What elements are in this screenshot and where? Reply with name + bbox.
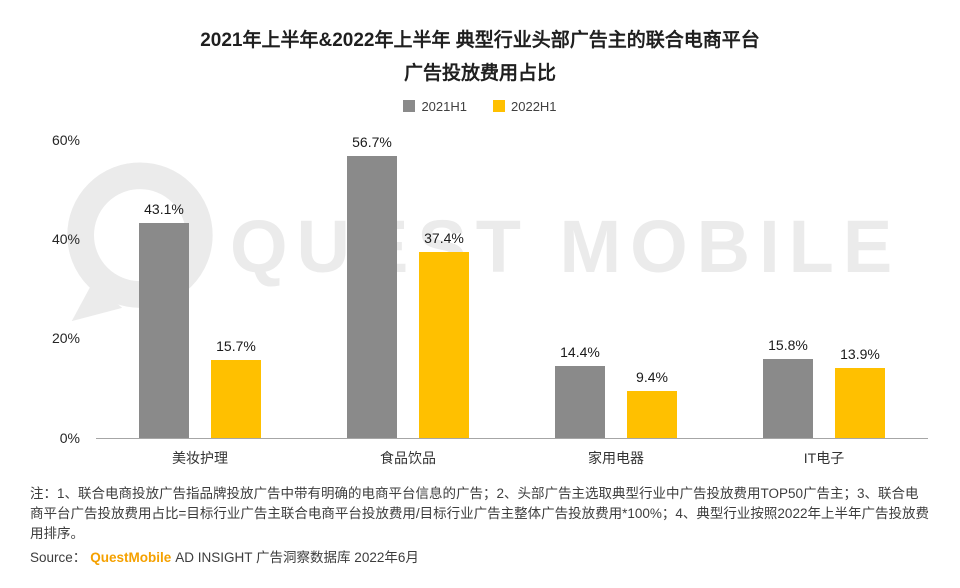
legend: 2021H1 2022H1: [0, 99, 960, 114]
bar-group: 15.8% 13.9%: [720, 140, 928, 438]
bar-group: 56.7% 37.4%: [304, 134, 512, 438]
y-tick-label: 0%: [59, 429, 80, 446]
bar-value-label: 14.4%: [560, 343, 600, 360]
bar-value-label: 43.1%: [144, 201, 184, 218]
bar-2021H1: 14.4%: [555, 344, 605, 438]
y-tick-label: 40%: [51, 230, 80, 247]
bar-2021H1: 15.8%: [763, 337, 813, 438]
legend-label: 2022H1: [511, 98, 557, 114]
y-tick-label: 20%: [51, 330, 80, 347]
chart-title-line-2: 广告投放费用占比: [403, 63, 556, 85]
bar-value-label: 13.9%: [840, 346, 880, 363]
bar-value-label: 37.4%: [424, 229, 464, 246]
legend-item: 2021H1: [403, 99, 467, 114]
bar-value-label: 9.4%: [636, 368, 668, 385]
bar-2022H1: 37.4%: [419, 230, 469, 438]
source-brand: QuestMobile: [90, 550, 172, 566]
source-suffix: AD INSIGHT 广告洞察数据库 2022年6月: [175, 550, 419, 566]
y-tick-label: 60%: [51, 131, 80, 148]
source-prefix: Source：: [30, 550, 87, 566]
bar-value-label: 15.7%: [216, 337, 256, 354]
source-line: Source： QuestMobile AD INSIGHT 广告洞察数据库 202…: [30, 546, 930, 566]
legend-swatch: [403, 100, 416, 112]
chart-title-line-1: 2021年上半年&2022年上半年 典型行业头部广告主的联合电商平台: [200, 30, 760, 51]
category-label: 美妆护理: [172, 449, 228, 466]
bar-group: 43.1% 15.7%: [96, 140, 304, 438]
bar-group: 14.4% 9.4%: [512, 140, 720, 438]
footnotes: 注：1、联合电商投放广告指品牌投放广告中带有明确的电商平台信息的广告；2、头部广…: [30, 485, 929, 542]
bar-chart: QUEST MOBILE 0% 20% 40% 60% 43.1% 15.7% 56.7%…: [34, 130, 932, 468]
bar-2021H1: 56.7%: [347, 134, 397, 438]
legend-item: 2022H1: [493, 99, 557, 114]
category-label: 家用电器: [588, 449, 644, 466]
bar-2022H1: 13.9%: [835, 346, 885, 438]
category-label: IT电子: [803, 449, 845, 466]
chart-title: 2021年上半年&2022年上半年 典型行业头部广告主的联合电商平台 广告投放费…: [0, 0, 960, 91]
bar-2022H1: 15.7%: [211, 338, 261, 438]
legend-label: 2021H1: [421, 98, 467, 114]
bar-2021H1: 43.1%: [139, 201, 189, 438]
bar-2022H1: 9.4%: [627, 369, 677, 438]
y-axis: 0% 20% 40% 60%: [34, 132, 88, 446]
category-label: 食品饮品: [380, 449, 436, 466]
plot-area: 43.1% 15.7% 56.7% 37.4% 14.4% 9.4% 15.8% 13.9%: [96, 134, 928, 439]
bar-value-label: 56.7%: [352, 133, 392, 150]
category-axis: 美妆护理 食品饮品 家用电器 IT电子: [96, 448, 928, 468]
bar-value-label: 15.8%: [768, 337, 808, 354]
legend-swatch: [493, 100, 505, 112]
